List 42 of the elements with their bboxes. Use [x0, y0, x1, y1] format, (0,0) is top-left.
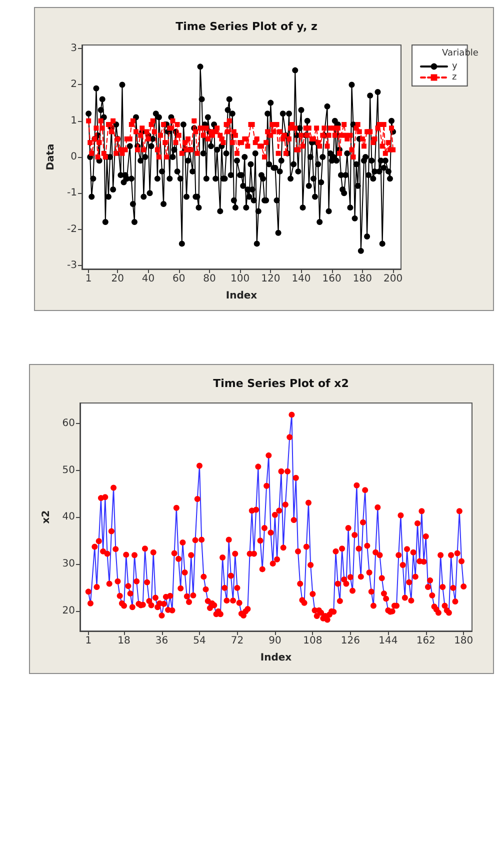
- y-axis-title: x2: [40, 510, 52, 524]
- x-axis-title: Index: [260, 652, 292, 664]
- x-tick-label: 180: [352, 274, 372, 284]
- x-tick-label: 1: [85, 636, 92, 646]
- x-tick-label: 1: [85, 274, 92, 284]
- y-axis-title: Data: [46, 144, 56, 170]
- x-tick-label: 120: [261, 274, 280, 284]
- x-tick-label: 100: [230, 274, 250, 284]
- x-tick-label: 144: [378, 636, 398, 646]
- y-tick-label: 3: [70, 43, 77, 54]
- y-tick-label: -2: [67, 224, 77, 235]
- y-tick-label: 40: [62, 512, 75, 523]
- x-tick-label: 200: [383, 274, 403, 284]
- x-tick-label: 140: [292, 274, 311, 284]
- x-tick-label: 54: [193, 636, 206, 646]
- x-tick-label: 162: [416, 636, 436, 646]
- y-tick-label: 30: [62, 558, 75, 570]
- y-tick-label: 1: [70, 115, 77, 126]
- legend-label: z: [452, 72, 457, 82]
- x-tick-label: 60: [172, 274, 186, 284]
- x-tick-label: 72: [230, 636, 244, 646]
- y-tick-label: 0: [70, 152, 77, 162]
- y-tick-label: 20: [62, 605, 75, 616]
- x-tick-label: 20: [111, 274, 124, 284]
- chart-title: Time Series Plot of x2: [213, 377, 349, 390]
- chart-title: Time Series Plot of y, z: [176, 20, 318, 33]
- y-tick-label: 60: [62, 418, 75, 430]
- x-axis-title: Index: [226, 290, 258, 302]
- x-tick-label: 108: [303, 636, 322, 646]
- x-tick-label: 180: [454, 636, 474, 646]
- x-tick-label: 36: [155, 636, 168, 646]
- x-tick-label: 126: [340, 636, 360, 646]
- x-tick-label: 18: [118, 636, 130, 646]
- y-tick-label: -3: [67, 260, 77, 271]
- y-tick-label: -1: [67, 188, 77, 199]
- legend-label: y: [452, 62, 458, 72]
- x-tick-label: 160: [322, 274, 342, 284]
- y-tick-label: 50: [62, 464, 75, 476]
- y-tick-label: 2: [70, 79, 77, 90]
- x-tick-label: 90: [268, 636, 282, 646]
- x-tick-label: 80: [203, 274, 216, 284]
- x-tick-label: 40: [142, 274, 155, 284]
